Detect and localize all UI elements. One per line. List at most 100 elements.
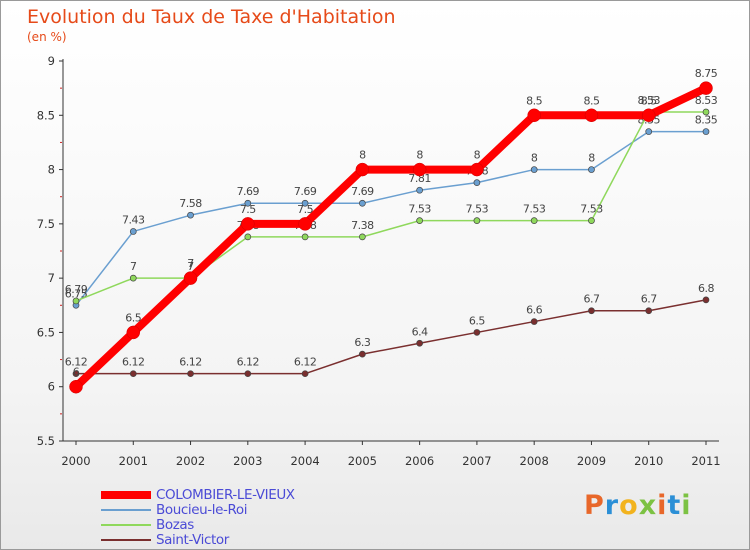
data-label: 8.53 <box>637 94 660 107</box>
series-boucieu-le-roi: 6.757.437.587.697.697.697.817.88888.358.… <box>65 114 718 309</box>
y-tick-label: 6 <box>48 380 55 394</box>
legend-item: Saint-Victor <box>101 532 295 548</box>
chart-title: Evolution du Taux de Taxe d'Habitation <box>27 6 396 28</box>
data-label: 7.81 <box>408 172 431 185</box>
data-point <box>244 199 252 207</box>
data-point <box>527 108 541 123</box>
series-line <box>75 299 707 375</box>
legend-item: COLOMBIER-LE-VIEUX <box>101 486 295 503</box>
data-point <box>301 370 309 378</box>
y-tick-label: 7 <box>48 271 55 285</box>
legend-label: COLOMBIER-LE-VIEUX <box>156 486 295 503</box>
y-tick-label: 5.5 <box>37 434 55 448</box>
brand-letter: o <box>619 490 639 521</box>
data-point <box>244 233 252 241</box>
data-label: 6.12 <box>65 356 88 369</box>
data-label: 6.12 <box>294 356 317 369</box>
data-label: 6.4 <box>412 325 428 338</box>
legend: COLOMBIER-LE-VIEUX Boucieu-le-Roi Bozas Sai… <box>101 486 295 548</box>
data-point <box>470 162 484 177</box>
y-tick-label: 7.5 <box>37 217 55 231</box>
data-label: 8.5 <box>526 94 542 107</box>
legend-swatch <box>101 523 151 526</box>
data-label: 7 <box>187 260 194 273</box>
data-label: 8.35 <box>695 114 718 127</box>
data-point <box>69 379 83 394</box>
series-line <box>75 130 707 307</box>
data-point <box>645 128 653 135</box>
data-point <box>473 329 481 336</box>
data-label: 7.53 <box>523 203 546 216</box>
data-point <box>241 217 255 231</box>
data-point <box>702 296 710 304</box>
data-point <box>645 307 653 315</box>
data-point <box>702 108 710 116</box>
data-point <box>187 370 194 378</box>
x-tick-label: 2001 <box>119 454 148 468</box>
data-label: 6.12 <box>237 356 260 369</box>
data-label: 6.7 <box>641 293 657 306</box>
data-point <box>72 297 80 305</box>
data-point <box>588 166 595 173</box>
x-tick-label: 2006 <box>405 454 434 468</box>
x-tick-label: 2008 <box>520 454 549 468</box>
x-tick-label: 2003 <box>233 454 262 468</box>
brand-letter: t <box>667 490 682 521</box>
data-point <box>301 199 309 207</box>
data-point <box>416 217 423 224</box>
data-label: 8 <box>359 149 366 162</box>
data-point <box>588 307 595 315</box>
legend-label: Boucieu-le-Roi <box>156 501 248 518</box>
data-point <box>702 128 710 135</box>
series-line <box>72 84 710 391</box>
legend-swatch <box>101 490 151 499</box>
data-label: 8 <box>474 149 481 162</box>
data-label: 7.43 <box>122 213 145 226</box>
x-tick-label: 2007 <box>462 454 491 468</box>
series-line <box>75 111 707 302</box>
data-point <box>129 370 137 378</box>
data-label: 8 <box>531 152 538 165</box>
data-point <box>129 274 137 282</box>
x-tick-label: 2009 <box>577 454 606 468</box>
data-point <box>530 217 538 224</box>
data-label: 7.53 <box>408 203 431 216</box>
data-label: 7.38 <box>351 219 374 232</box>
data-point <box>412 162 427 177</box>
data-point <box>416 186 423 194</box>
data-point <box>473 179 481 186</box>
data-label: 7.5 <box>240 203 256 216</box>
x-tick-label: 2005 <box>348 454 377 468</box>
x-tick-label: 2011 <box>691 454 720 468</box>
brand-logo: Proxiti <box>584 490 692 521</box>
data-label: 6.79 <box>65 283 88 296</box>
data-label: 7.53 <box>466 203 489 216</box>
legend-item: Bozas <box>101 516 295 533</box>
x-tick-label: 2004 <box>290 454 319 468</box>
data-point <box>72 370 80 378</box>
series-bozas: 6.79777.387.387.387.537.537.537.538.538.… <box>65 94 718 305</box>
data-label: 6.75 <box>65 287 88 300</box>
data-point <box>301 233 309 241</box>
data-point <box>699 81 713 95</box>
data-label: 7.5 <box>297 203 313 216</box>
data-label: 6.3 <box>354 336 370 349</box>
data-label: 7 <box>130 260 137 273</box>
data-point <box>641 108 656 123</box>
data-label: 6.12 <box>179 356 202 369</box>
data-label: 7.53 <box>580 203 603 216</box>
data-label: 8.53 <box>695 94 718 107</box>
data-point <box>530 318 538 325</box>
data-label: 8 <box>416 149 423 162</box>
x-tick-label: 2000 <box>61 454 90 468</box>
data-point <box>129 228 137 235</box>
data-point <box>588 217 595 224</box>
data-point <box>298 217 312 231</box>
data-label: 7.69 <box>237 185 260 198</box>
data-label: 6.5 <box>469 314 485 327</box>
data-point <box>244 370 252 378</box>
legend-label: Bozas <box>156 516 194 533</box>
data-label: 6.12 <box>122 356 145 369</box>
